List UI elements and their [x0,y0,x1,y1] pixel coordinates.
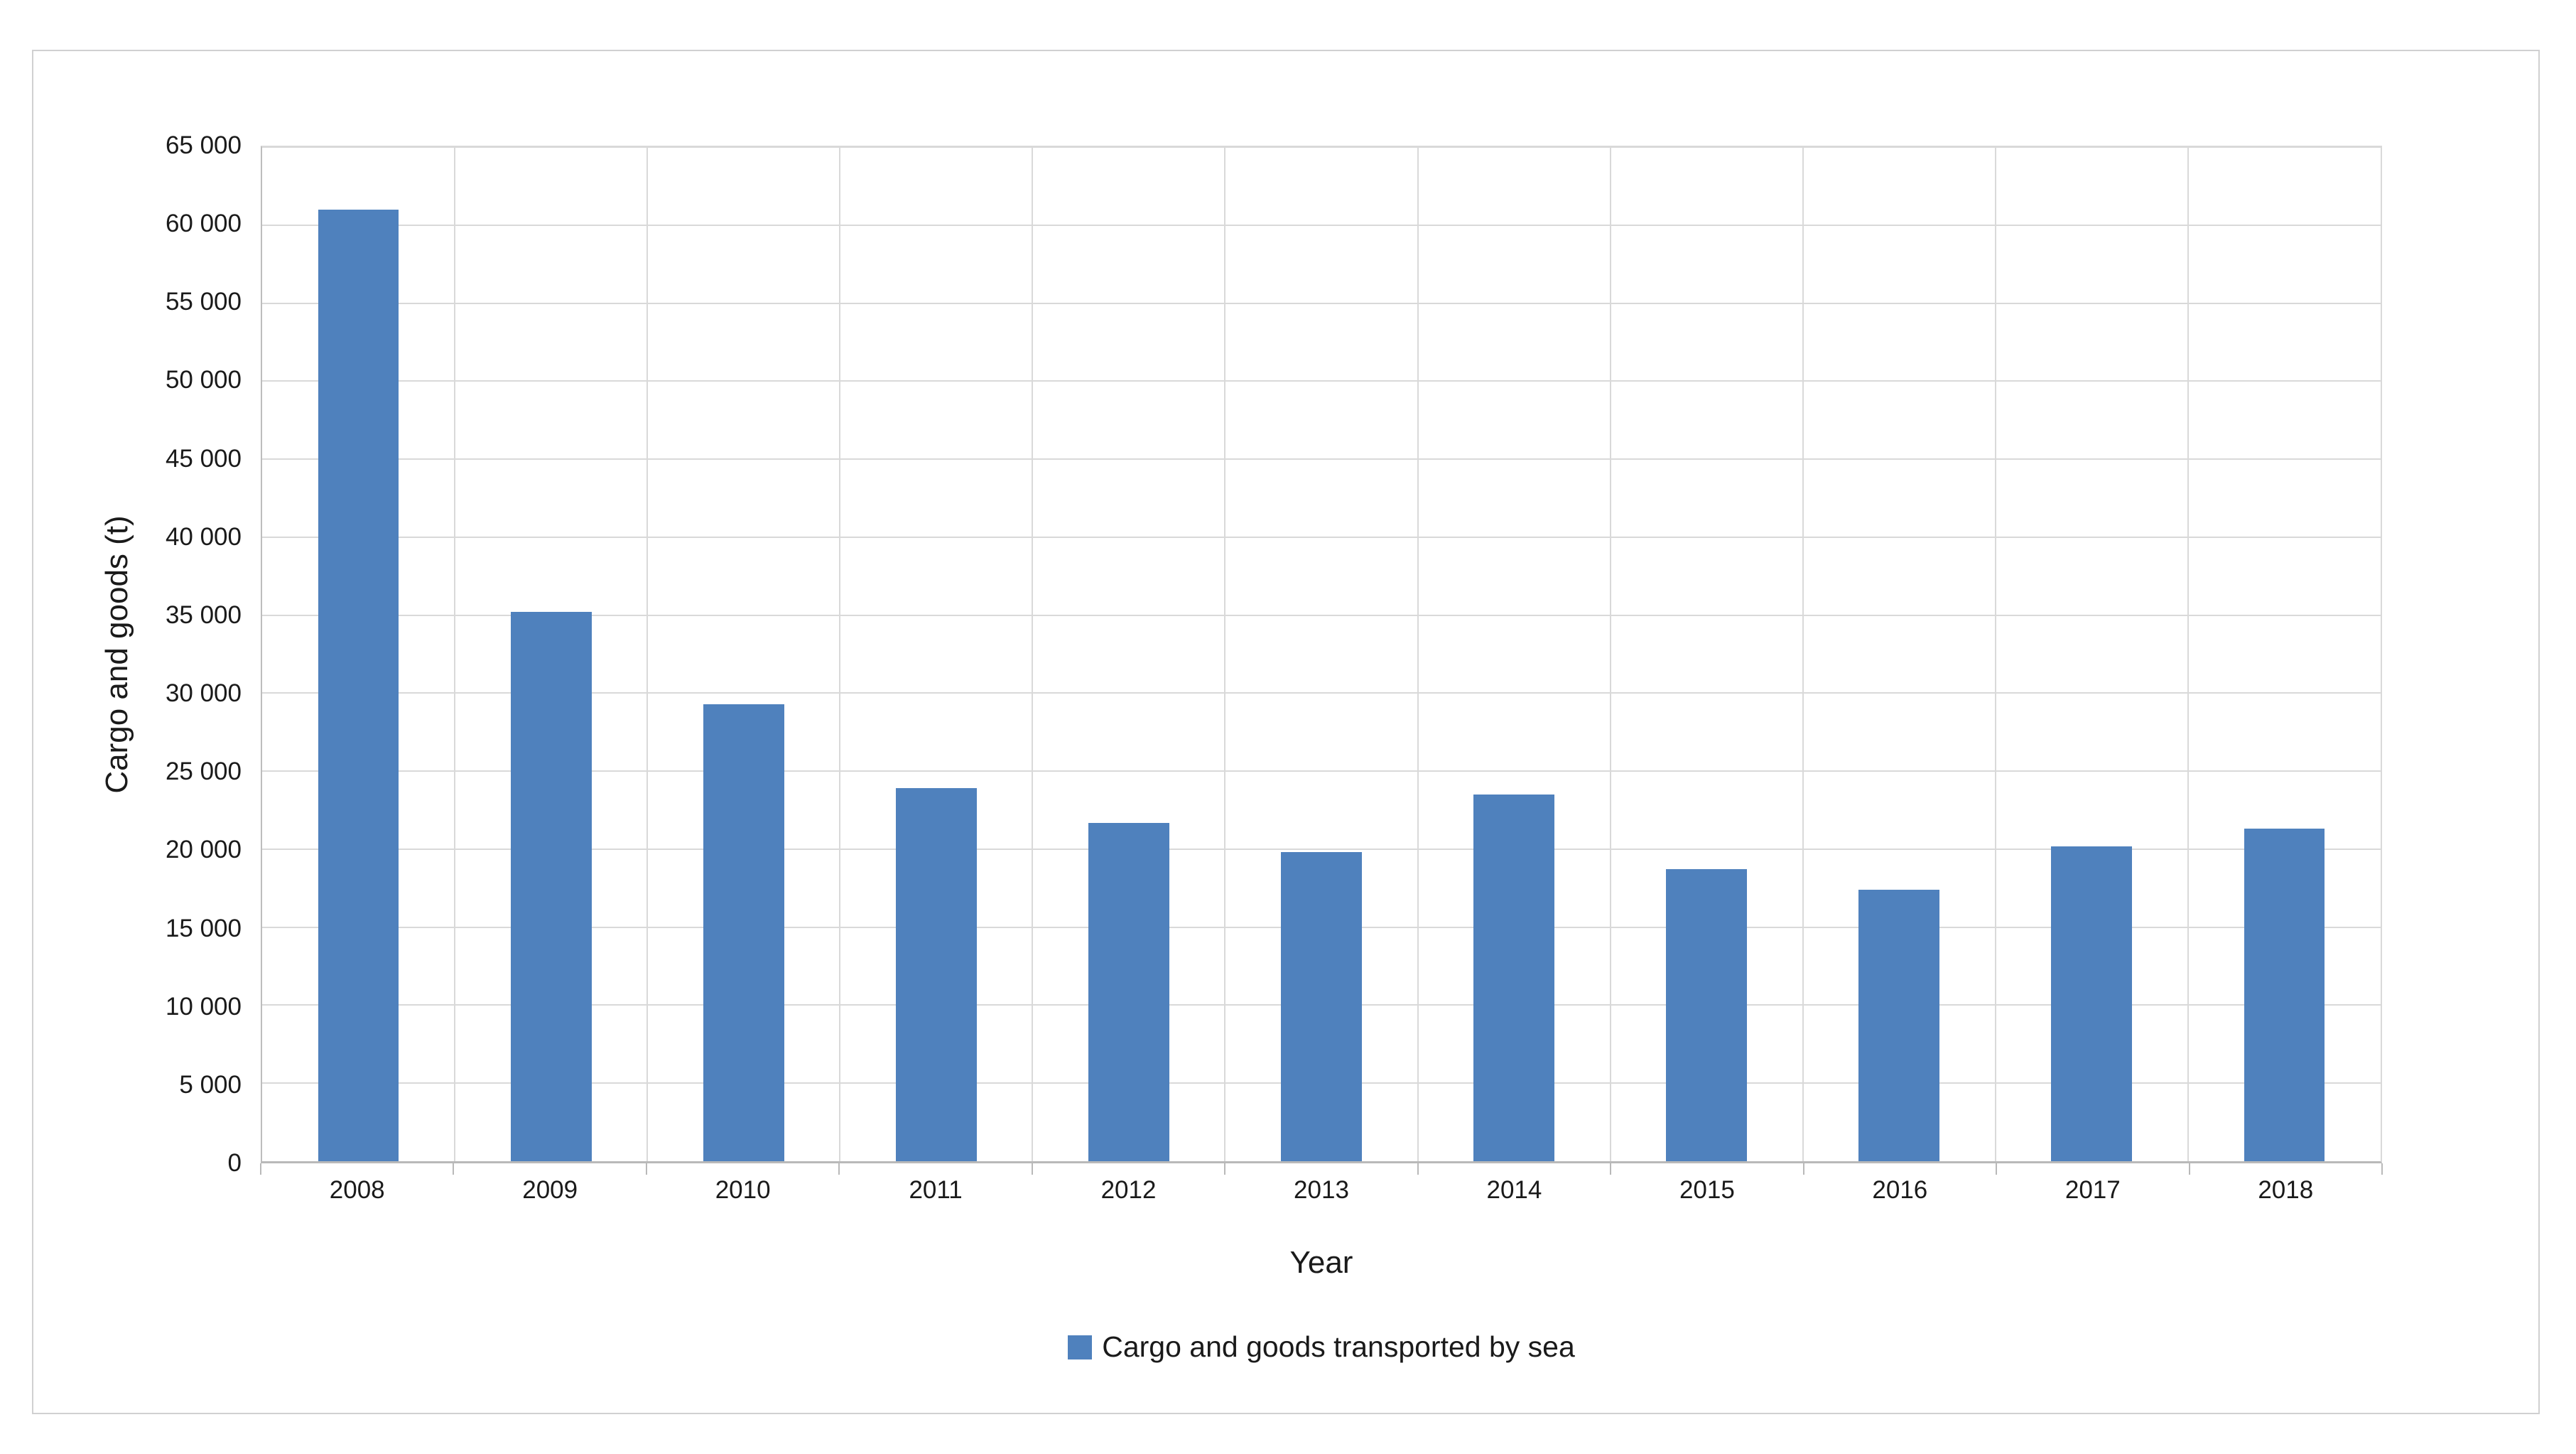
x-tick-label: 2012 [1100,1176,1157,1204]
x-tick-label: 2013 [1294,1176,1349,1204]
y-tick-label: 20 000 [165,836,242,864]
x-axis-tick-labels: 2008 2009 2010 2011 2012 2013 2014 2015 2016 2017… [261,1176,2382,1205]
gridline-horizontal [262,848,2381,850]
gridline-vertical [1802,147,1804,1161]
bar-2015 [1666,869,1748,1161]
bar-2011 [895,788,977,1161]
x-tick-label: 2014 [1486,1176,1542,1204]
bar-2010 [703,704,784,1161]
x-tick-label: 2008 [329,1176,385,1204]
x-tick-label: 2009 [522,1176,578,1204]
gridline-horizontal [262,458,2381,461]
y-tick-label: 0 [227,1149,242,1177]
x-tick-mark [1417,1163,1419,1175]
bar-2009 [510,612,592,1161]
bar-slot-2017 [1996,147,2188,1161]
y-tick-label: 40 000 [165,522,242,551]
x-tick-mark [1996,1163,1998,1175]
y-tick-label: 30 000 [165,679,242,708]
bar-2008 [318,209,399,1161]
gridline-vertical [454,147,456,1161]
y-tick-label: 15 000 [165,914,242,942]
gridline-vertical [1609,147,1611,1161]
y-tick-label: 45 000 [165,444,242,473]
legend-label: Cargo and goods transported by sea [1102,1330,1575,1363]
y-tick-label: 55 000 [165,288,242,316]
x-tick-mark [453,1163,455,1175]
x-tick-mark [1224,1163,1226,1175]
bar-slot-2012 [1032,147,1225,1161]
bar-slot-2015 [1611,147,1803,1161]
x-tick-label: 2010 [715,1176,771,1204]
x-tick-mark [2188,1163,2190,1175]
x-tick-mark [2381,1163,2383,1175]
bar-slot-2016 [1803,147,1996,1161]
y-tick-label: 35 000 [165,601,242,629]
gridline-vertical [1994,147,1996,1161]
bar-slot-2013 [1225,147,1417,1161]
bar-2016 [1858,890,1940,1161]
bar-2012 [1088,822,1169,1161]
gridline-vertical [839,147,841,1161]
x-tick-label: 2018 [2258,1176,2314,1204]
gridline-horizontal [262,614,2381,616]
bar-2017 [2051,846,2133,1161]
bar-2018 [2244,829,2325,1161]
gridline-horizontal [262,536,2381,538]
gridline-horizontal [262,770,2381,772]
y-tick-label: 60 000 [165,210,242,238]
gridline-horizontal [262,146,2381,148]
x-tick-label: 2011 [909,1176,963,1204]
x-tick-mark [1802,1163,1804,1175]
y-tick-label: 50 000 [165,366,242,394]
gridline-vertical [1224,147,1226,1161]
bar-slot-2009 [455,147,647,1161]
x-tick-mark [1610,1163,1612,1175]
gridline-vertical [1417,147,1419,1161]
gridline-horizontal [262,692,2381,694]
y-tick-label: 65 000 [165,131,242,159]
x-tick-label: 2015 [1679,1176,1735,1204]
legend-marker-icon [1068,1335,1093,1359]
bar-2014 [1473,795,1555,1161]
bar-slot-2011 [840,147,1032,1161]
bar-slot-2010 [647,147,840,1161]
gridline-horizontal [262,224,2381,226]
x-tick-label: 2017 [2064,1176,2121,1204]
y-tick-label: 5 000 [179,1070,242,1099]
x-axis-title: Year [1289,1245,1353,1280]
y-tick-label: 10 000 [165,992,242,1021]
gridline-horizontal [262,302,2381,304]
legend: Cargo and goods transported by sea [261,1330,2382,1364]
gridline-horizontal [262,380,2381,382]
bar-slot-2014 [1418,147,1611,1161]
bars-container [262,147,2381,1161]
gridline-vertical [646,147,649,1161]
x-tick-label: 2016 [1872,1176,1928,1204]
x-tick-mark [645,1163,647,1175]
x-tick-mark [1031,1163,1033,1175]
bar-slot-2008 [262,147,455,1161]
x-tick-mark [260,1163,261,1175]
x-tick-mark [838,1163,840,1175]
gridline-vertical [1032,147,1034,1161]
bar-2013 [1281,852,1362,1161]
gridline-vertical [2187,147,2189,1161]
plot-area [261,146,2382,1163]
y-tick-label: 25 000 [165,758,242,786]
bar-slot-2018 [2188,147,2381,1161]
y-axis-tick-labels: 0 5 000 10 000 15 000 20 000 25 000 30 000 35 0… [0,131,242,1177]
